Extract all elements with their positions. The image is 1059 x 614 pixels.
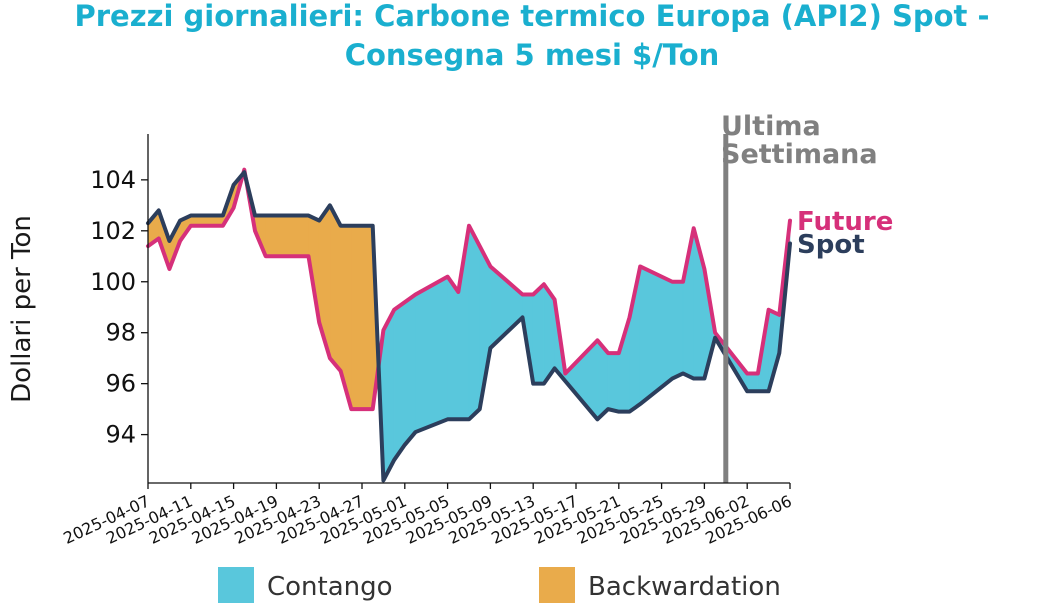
series-lines (146, 167, 792, 483)
backwardation-area (265, 215, 309, 257)
spot-end-label: Spot (797, 230, 865, 260)
y-tick-label: 104 (90, 166, 136, 194)
contango-area (415, 276, 448, 433)
contango-area (468, 225, 481, 421)
future-end-label: Future (797, 207, 893, 237)
contango-area (383, 309, 395, 481)
legend-backwardation-swatch (539, 567, 575, 603)
band-fills (147, 169, 791, 481)
contango-area (393, 301, 406, 462)
contango-area (607, 352, 620, 413)
annotation-line1: Ultima (721, 111, 821, 142)
contango-area (447, 275, 459, 420)
legend: Contango Backwardation (218, 567, 781, 603)
y-tick-label: 94 (105, 421, 136, 449)
legend-contango-label: Contango (267, 572, 393, 602)
backwardation-area (350, 225, 374, 410)
y-tick-label: 96 (105, 370, 136, 398)
legend-contango-swatch (218, 567, 254, 603)
contango-area (532, 283, 545, 384)
contango-area (746, 373, 759, 392)
annotation-line2: Settimana (721, 139, 878, 170)
y-tick-label: 98 (105, 319, 136, 347)
chart-title-line2: Consegna 5 mesi $/Ton (345, 38, 720, 72)
y-axis-label: Dollari per Ton (7, 215, 37, 403)
chart-title-line1: Prezzi giornalieri: Carbone termico Euro… (74, 0, 989, 33)
contango-area (671, 281, 684, 380)
y-tick-label: 100 (90, 268, 136, 296)
contango-area (404, 293, 416, 446)
y-tick-label: 102 (90, 217, 136, 245)
backwardation-area (329, 205, 341, 372)
contango-area (564, 339, 598, 421)
spot-line (146, 170, 792, 483)
legend-backwardation-label: Backwardation (588, 572, 781, 602)
